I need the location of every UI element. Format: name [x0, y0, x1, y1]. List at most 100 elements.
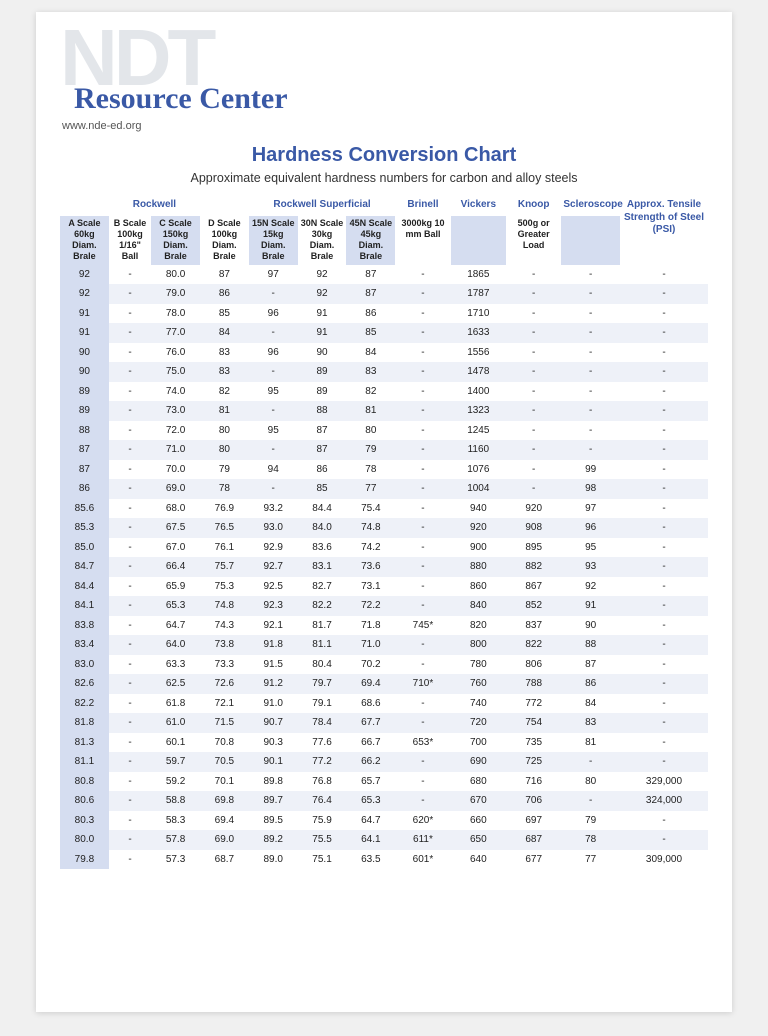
- table-cell: 59.7: [151, 752, 200, 772]
- table-cell: 70.0: [151, 460, 200, 480]
- table-cell: 677: [506, 850, 561, 870]
- table-cell: 75.9: [298, 811, 347, 831]
- table-cell: 57.3: [151, 850, 200, 870]
- table-cell: 74.0: [151, 382, 200, 402]
- table-cell: 80.6: [60, 791, 109, 811]
- table-cell: 87: [298, 421, 347, 441]
- table-cell: -: [506, 421, 561, 441]
- table-cell: 83: [200, 343, 249, 363]
- table-cell: 69.0: [151, 479, 200, 499]
- table-cell: 75.3: [200, 577, 249, 597]
- table-cell: 73.8: [200, 635, 249, 655]
- table-cell: 81: [561, 733, 620, 753]
- table-cell: 720: [451, 713, 506, 733]
- table-cell: -: [395, 479, 450, 499]
- table-cell: -: [561, 284, 620, 304]
- table-cell: 71.5: [200, 713, 249, 733]
- table-cell: 78.4: [298, 713, 347, 733]
- table-cell: 740: [451, 694, 506, 714]
- table-cell: 70.5: [200, 752, 249, 772]
- table-row: 92-80.087979287-1865---: [60, 265, 708, 285]
- table-cell: 85.0: [60, 538, 109, 558]
- table-cell: 83.0: [60, 655, 109, 675]
- table-row: 91-77.084-9185-1633---: [60, 323, 708, 343]
- table-cell: 83.4: [60, 635, 109, 655]
- logo-resource-center: Resource Center: [74, 82, 288, 116]
- column-header: 500g or Greater Load: [506, 216, 561, 265]
- table-cell: 79: [561, 811, 620, 831]
- table-cell: 72.0: [151, 421, 200, 441]
- table-cell: -: [395, 655, 450, 675]
- table-cell: 78: [200, 479, 249, 499]
- group-knoop: Knoop: [506, 195, 561, 216]
- table-cell: 329,000: [620, 772, 708, 792]
- table-cell: -: [249, 362, 298, 382]
- table-cell: 71.0: [346, 635, 395, 655]
- table-cell: 71.0: [151, 440, 200, 460]
- table-row: 85.3-67.576.593.084.074.8-92090896-: [60, 518, 708, 538]
- table-cell: 882: [506, 557, 561, 577]
- table-cell: 697: [506, 811, 561, 831]
- table-row: 84.1-65.374.892.382.272.2-84085291-: [60, 596, 708, 616]
- table-cell: 706: [506, 791, 561, 811]
- table-cell: 324,000: [620, 791, 708, 811]
- table-cell: 69.4: [346, 674, 395, 694]
- table-cell: 72.1: [200, 694, 249, 714]
- table-cell: 91.0: [249, 694, 298, 714]
- table-cell: 89.8: [249, 772, 298, 792]
- table-cell: 91.5: [249, 655, 298, 675]
- table-cell: -: [109, 382, 151, 402]
- table-row: 85.6-68.076.993.284.475.4-94092097-: [60, 499, 708, 519]
- table-cell: 73.1: [346, 577, 395, 597]
- table-cell: 79.7: [298, 674, 347, 694]
- table-cell: -: [506, 401, 561, 421]
- table-cell: -: [109, 694, 151, 714]
- table-cell: 89: [298, 362, 347, 382]
- group-header-row: Rockwell Rockwell Superficial Brinell Vi…: [60, 195, 708, 216]
- table-cell: -: [109, 518, 151, 538]
- table-cell: 91: [561, 596, 620, 616]
- table-row: 86-69.078-8577-1004-98-: [60, 479, 708, 499]
- table-cell: 1004: [451, 479, 506, 499]
- table-cell: -: [249, 479, 298, 499]
- table-cell: 80: [200, 440, 249, 460]
- table-cell: -: [620, 460, 708, 480]
- table-cell: 92: [298, 284, 347, 304]
- table-cell: -: [109, 538, 151, 558]
- table-cell: 88: [60, 421, 109, 441]
- table-cell: 81.1: [298, 635, 347, 655]
- table-cell: 867: [506, 577, 561, 597]
- table-cell: -: [506, 479, 561, 499]
- table-cell: 760: [451, 674, 506, 694]
- table-cell: -: [620, 616, 708, 636]
- table-cell: 76.9: [200, 499, 249, 519]
- table-cell: -: [395, 440, 450, 460]
- table-cell: -: [620, 577, 708, 597]
- table-cell: 91: [298, 323, 347, 343]
- table-cell: 89: [298, 382, 347, 402]
- table-cell: 78: [346, 460, 395, 480]
- table-cell: 89.7: [249, 791, 298, 811]
- table-cell: 90: [60, 362, 109, 382]
- table-cell: 95: [249, 421, 298, 441]
- table-cell: 1865: [451, 265, 506, 285]
- table-cell: 73.6: [346, 557, 395, 577]
- table-cell: 92: [60, 265, 109, 285]
- table-cell: 65.3: [151, 596, 200, 616]
- table-cell: -: [109, 791, 151, 811]
- table-cell: -: [620, 499, 708, 519]
- table-cell: -: [395, 577, 450, 597]
- table-cell: 822: [506, 635, 561, 655]
- table-cell: 68.6: [346, 694, 395, 714]
- table-cell: 73.0: [151, 401, 200, 421]
- group-rockwell: Rockwell: [60, 195, 249, 216]
- table-cell: -: [395, 401, 450, 421]
- table-cell: 90: [298, 343, 347, 363]
- table-cell: -: [620, 440, 708, 460]
- table-cell: 83.6: [298, 538, 347, 558]
- table-cell: 820: [451, 616, 506, 636]
- table-cell: 82: [346, 382, 395, 402]
- table-cell: 88: [298, 401, 347, 421]
- table-cell: 90.1: [249, 752, 298, 772]
- table-cell: -: [561, 421, 620, 441]
